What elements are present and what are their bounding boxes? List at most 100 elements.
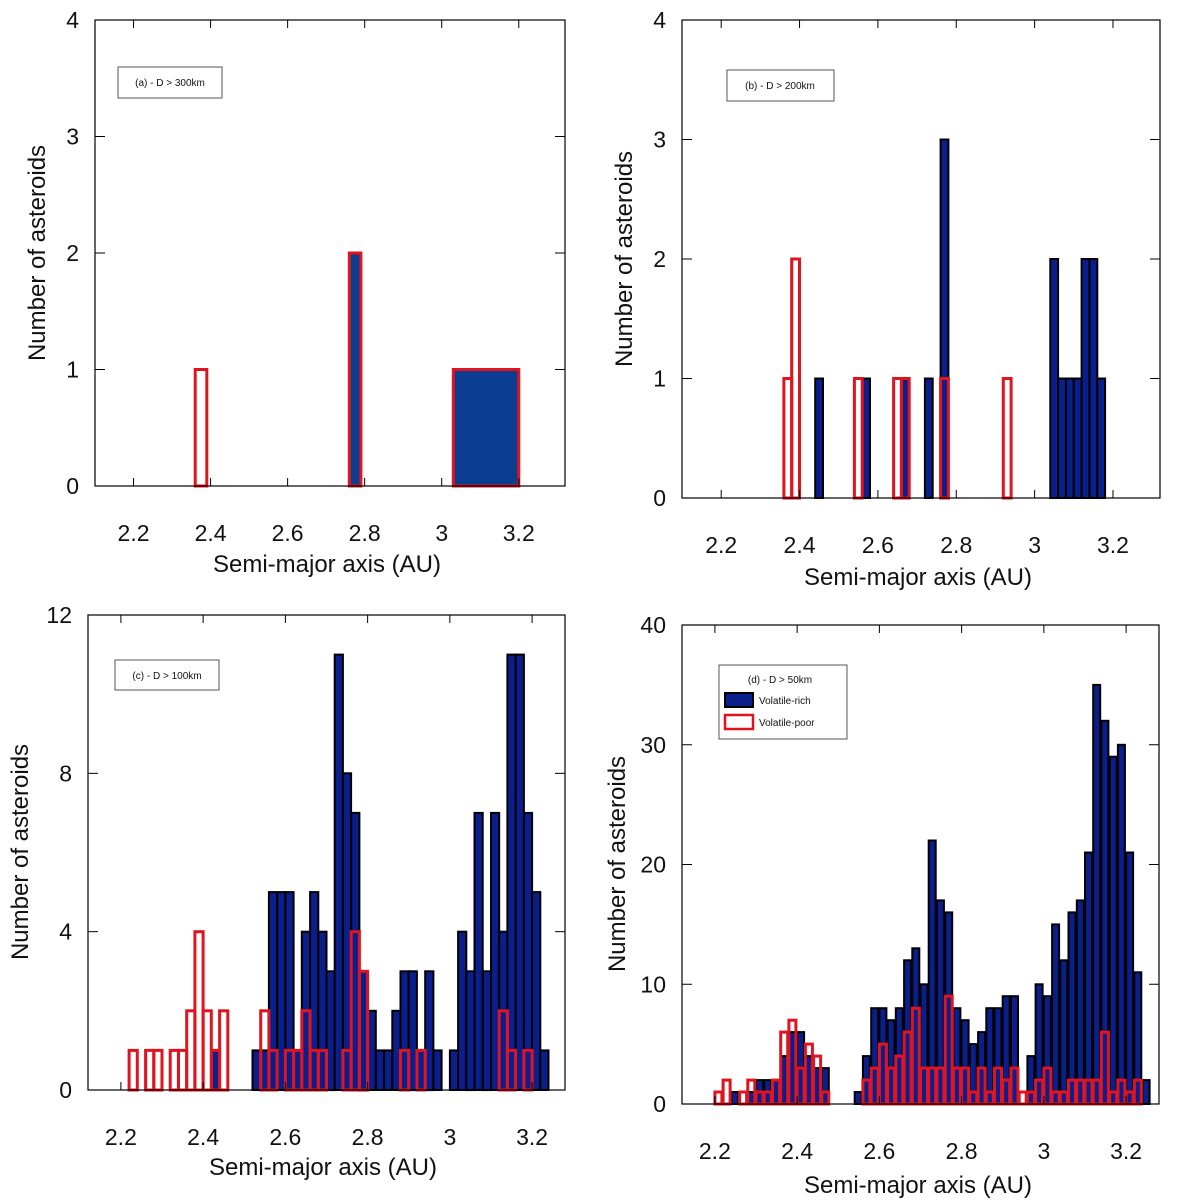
bar-volatile-poor xyxy=(127,1048,139,1092)
panel-d-bars xyxy=(713,683,1151,1106)
bar-volatile-poor xyxy=(713,1090,724,1106)
x-tick-label: 2.4 xyxy=(784,532,816,558)
bar-volatile-rich xyxy=(1088,258,1099,499)
legend-swatch-volatile-poor xyxy=(723,713,755,731)
bar-volatile-rich xyxy=(1049,258,1060,499)
bar-volatile-rich xyxy=(473,811,484,1091)
y-tick-label: 1 xyxy=(66,357,79,383)
x-tick-label: 2.6 xyxy=(272,520,304,546)
x-tick-label: 3 xyxy=(443,1124,456,1150)
y-tick-label: 2 xyxy=(653,246,666,272)
panel-c-bars xyxy=(127,653,550,1092)
x-tick-label: 3.2 xyxy=(516,1124,548,1150)
bar-volatile-rich xyxy=(448,1049,460,1091)
y-tick-label: 4 xyxy=(653,7,666,33)
bar-volatile-rich xyxy=(814,377,824,499)
x-tick-label: 2.2 xyxy=(105,1124,137,1150)
y-tick-label: 0 xyxy=(653,1091,666,1117)
y-tick-label: 8 xyxy=(59,760,72,786)
panel-d-xlabel: Semi-major axis (AU) xyxy=(804,1172,1032,1199)
bar-volatile-rich xyxy=(853,1091,863,1105)
y-tick-label: 3 xyxy=(653,127,666,153)
legend-swatch-volatile-rich xyxy=(724,692,754,708)
x-tick-label: 2.4 xyxy=(195,520,227,546)
panel-a-legend: (a) - D > 300km xyxy=(117,66,223,99)
bar-volatile-poor xyxy=(218,1009,230,1092)
bar-volatile-rich xyxy=(465,970,476,1092)
legend-label-volatile-poor: Volatile-poor xyxy=(759,718,815,729)
y-tick-label: 20 xyxy=(640,852,666,878)
x-tick-label: 2.8 xyxy=(349,520,381,546)
x-tick-label: 2.8 xyxy=(940,532,972,558)
bar-volatile-rich xyxy=(481,970,492,1092)
panel-d-ylabel: Number of asteroids xyxy=(604,756,631,972)
x-tick-label: 2.4 xyxy=(781,1138,813,1164)
bar-volatile-poor xyxy=(1001,377,1013,500)
bar-volatile-rich xyxy=(374,1049,385,1091)
bar-volatile-rich xyxy=(453,369,519,486)
y-tick-label: 1 xyxy=(653,366,666,392)
x-tick-label: 2.6 xyxy=(862,532,894,558)
panel-b-ticks: 2.2 2.4 2.6 2.8 3 3.2 0 1 2 3 4 xyxy=(653,7,1160,558)
x-tick-label: 2.8 xyxy=(352,1124,384,1150)
bar-volatile-rich xyxy=(1141,1079,1151,1106)
x-tick-label: 2.4 xyxy=(187,1124,219,1150)
panel-b-ylabel: Number of asteroids xyxy=(611,151,638,367)
panel-d: 2.2 2.4 2.6 2.8 3 3.2 0 10 20 30 40 (d) - D > 50km… xyxy=(604,612,1160,1199)
bar-volatile-poor xyxy=(193,368,209,488)
bar-volatile-rich xyxy=(1051,923,1061,1105)
x-tick-label: 2.2 xyxy=(705,532,737,558)
panel-d-legend: (d) - D > 50km Volatile-rich Volatile-po… xyxy=(718,664,848,740)
x-tick-label: 3 xyxy=(1028,532,1041,558)
panel-a-ticks: 2.2 2.4 2.6 2.8 3 3.2 0 1 2 3 4 xyxy=(66,7,565,546)
bar-volatile-rich xyxy=(1059,959,1069,1105)
x-tick-label: 2.2 xyxy=(118,520,150,546)
bar-volatile-rich xyxy=(1080,258,1091,499)
bar-volatile-poor xyxy=(721,1078,732,1106)
panel-b-bars xyxy=(782,138,1107,500)
x-tick-label: 2.8 xyxy=(946,1138,978,1164)
y-tick-label: 40 xyxy=(640,612,666,638)
bar-volatile-rich xyxy=(1125,851,1135,1105)
bar-volatile-rich xyxy=(985,1007,995,1106)
y-tick-label: 2 xyxy=(66,240,79,266)
y-tick-label: 0 xyxy=(66,473,79,499)
x-tick-label: 3.2 xyxy=(503,520,535,546)
panel-c-xlabel: Semi-major axis (AU) xyxy=(209,1154,437,1181)
bar-volatile-rich xyxy=(927,839,937,1105)
bar-volatile-rich xyxy=(730,1091,740,1105)
bar-volatile-poor xyxy=(738,1090,749,1106)
y-tick-label: 30 xyxy=(640,732,666,758)
bar-volatile-rich xyxy=(1075,899,1085,1105)
bar-volatile-rich xyxy=(522,811,534,1091)
x-tick-label: 3.2 xyxy=(1097,532,1129,558)
bar-volatile-rich xyxy=(514,653,525,1091)
x-tick-label: 2.2 xyxy=(699,1138,731,1164)
bar-volatile-rich xyxy=(1072,377,1083,499)
y-tick-label: 0 xyxy=(653,485,666,511)
bar-volatile-rich xyxy=(432,1049,443,1091)
panel-c: 2.2 2.4 2.6 2.8 3 3.2 0 4 8 12 (c) - D > 100km Se… xyxy=(7,602,566,1181)
legend-label-volatile-rich: Volatile-rich xyxy=(759,696,811,707)
panel-c-title: (c) - D > 100km xyxy=(132,671,201,682)
y-tick-label: 4 xyxy=(66,7,79,33)
bar-volatile-rich xyxy=(457,930,468,1092)
bar-volatile-rich xyxy=(1116,743,1126,1106)
bar-volatile-rich xyxy=(539,1049,550,1091)
panel-c-ylabel: Number of asteroids xyxy=(7,744,34,960)
panel-b-xlabel: Semi-major axis (AU) xyxy=(804,564,1032,591)
y-tick-label: 12 xyxy=(46,602,72,628)
panel-a-bars xyxy=(193,251,521,488)
bar-volatile-rich xyxy=(1057,377,1067,499)
panel-a-xlabel: Semi-major axis (AU) xyxy=(213,551,441,578)
x-tick-label: 2.6 xyxy=(269,1124,301,1150)
bar-volatile-poor xyxy=(1017,1090,1028,1106)
panel-b: 2.2 2.4 2.6 2.8 3 3.2 0 1 2 3 4 (b) - D > 200km Se… xyxy=(611,7,1161,591)
panel-d-ticks: 2.2 2.4 2.6 2.8 3 3.2 0 10 20 30 40 xyxy=(640,612,1159,1164)
panel-b-legend: (b) - D > 200km xyxy=(726,69,835,102)
panel-c-legend: (c) - D > 100km xyxy=(114,659,220,691)
y-tick-label: 3 xyxy=(66,124,79,150)
bar-volatile-rich xyxy=(383,1049,394,1091)
x-tick-label: 3 xyxy=(435,520,448,546)
